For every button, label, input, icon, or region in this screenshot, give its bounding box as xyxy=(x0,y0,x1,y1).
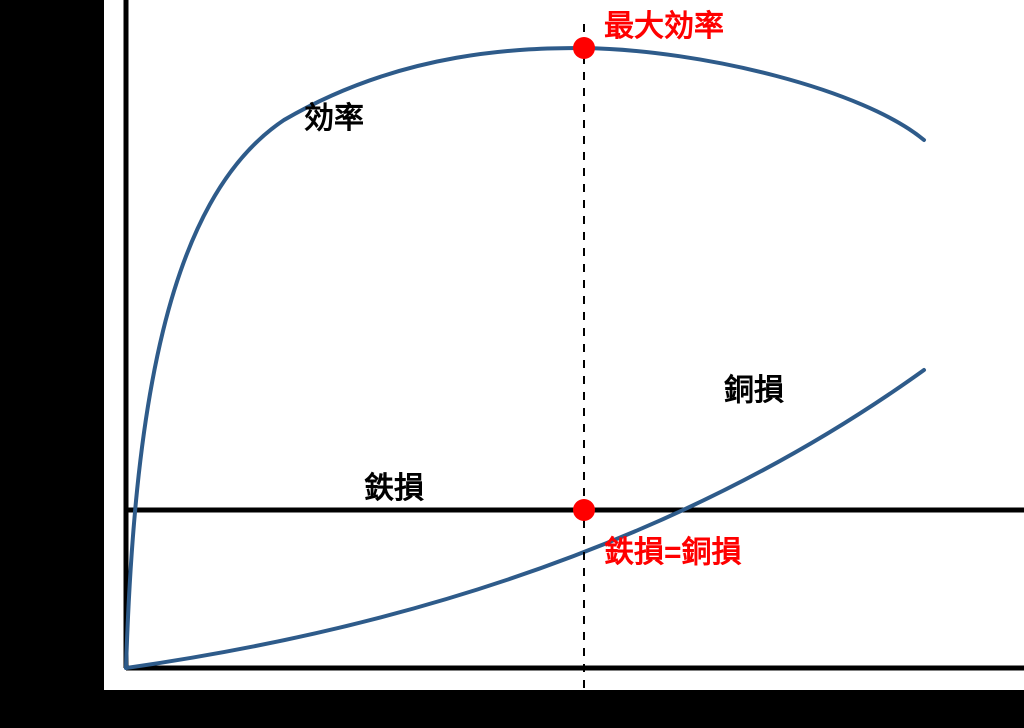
label-copper-loss: 銅損 xyxy=(724,373,784,407)
label-iron-eq-copper: 鉄損=銅損 xyxy=(604,535,742,569)
copper-loss-curve xyxy=(126,370,924,668)
chart-plot-area: 最大効率 効率 鉄損 銅損 鉄損=銅損 xyxy=(104,0,1024,690)
label-iron-loss: 鉄損 xyxy=(364,471,424,505)
max-eff-marker xyxy=(573,37,595,59)
iron-eq-copper-marker xyxy=(573,499,595,521)
chart-svg: 最大効率 効率 鉄損 銅損 鉄損=銅損 xyxy=(104,0,1024,690)
label-efficiency: 効率 xyxy=(304,101,364,135)
label-max-efficiency: 最大効率 xyxy=(604,9,724,43)
